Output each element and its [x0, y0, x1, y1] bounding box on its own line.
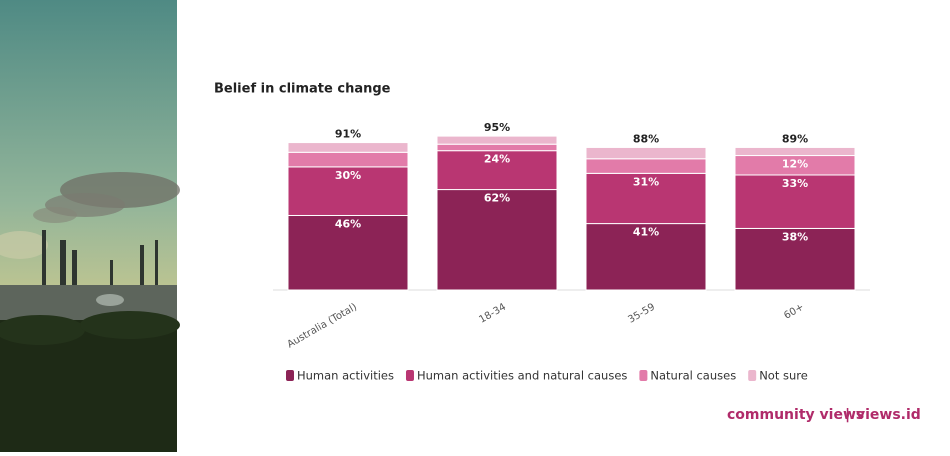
value-label: 31% [633, 175, 659, 188]
x-tick-label: 18-34 [477, 302, 508, 326]
bar-segment [287, 166, 409, 216]
value-label: 41% [633, 226, 659, 239]
bar-segment [436, 143, 558, 152]
separator: | [845, 407, 850, 423]
x-tick-label: 35-59 [626, 302, 657, 326]
legend-label: Not sure [759, 369, 808, 383]
brand: community views [727, 407, 864, 423]
bar-segment [287, 142, 409, 153]
legend-label: Natural causes [650, 369, 736, 383]
site: views.id [856, 407, 921, 423]
bar-segment [436, 150, 558, 191]
bar-segment [734, 227, 856, 291]
value-label: 30% [335, 169, 361, 182]
value-label: 46% [335, 217, 361, 230]
legend-swatch [405, 370, 414, 381]
value-label: 12% [782, 158, 808, 171]
legend-swatch [639, 370, 648, 381]
legend-swatch [286, 370, 294, 381]
total-label: 89% [782, 132, 808, 145]
bar-segment [287, 214, 409, 291]
value-label: 24% [484, 153, 510, 166]
chart-title: Belief in climate change [214, 82, 391, 97]
value-label: 62% [484, 192, 510, 205]
bar-segment [585, 223, 707, 291]
bar-segment [436, 135, 558, 145]
side-photo [0, 0, 180, 452]
x-tick-label: Australia (Total) [285, 302, 359, 351]
x-tick-label: 60+ [782, 302, 806, 322]
total-label: 88% [633, 132, 659, 145]
legend-label: Human activities [297, 369, 394, 383]
bar-segment [585, 158, 707, 174]
legend-swatch [748, 370, 757, 381]
value-label: 33% [782, 177, 808, 190]
total-label: 91% [335, 128, 361, 141]
bar-segment [436, 189, 558, 291]
bar-segment [585, 146, 707, 160]
bar-segment [585, 172, 707, 225]
legend-label: Human activities and natural causes [417, 369, 627, 383]
value-label: 38% [782, 230, 808, 243]
bar-segment [734, 174, 856, 229]
bar-segment [734, 146, 856, 157]
bar-segment [287, 151, 409, 168]
total-label: 95% [484, 121, 510, 134]
